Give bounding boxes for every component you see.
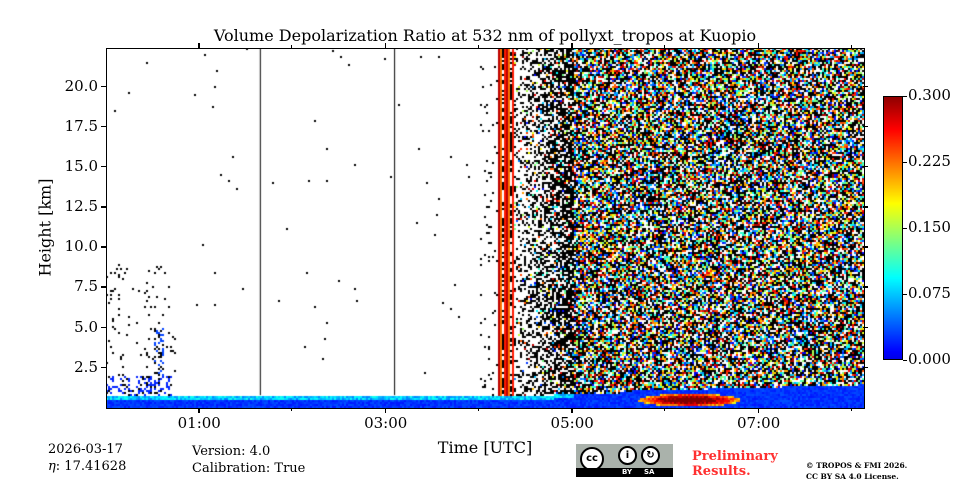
colorbar-tick: [903, 227, 907, 229]
info-right: Version: 4.0 Calibration: True: [192, 443, 305, 477]
y-tick: [101, 125, 106, 128]
y-tick-label: 2.5: [74, 357, 98, 376]
y-axis-title: Height [km]: [35, 178, 55, 277]
chart-title: Volume Depolarization Ratio at 532 nm of…: [213, 26, 757, 45]
date-text: 2026-03-17: [48, 442, 123, 457]
y-tick-label: 5.0: [74, 317, 98, 336]
x-tick: [757, 408, 760, 413]
eta-symbol: η: [48, 459, 56, 474]
colorbar-tick: [903, 359, 907, 361]
y-tick-right: [863, 246, 868, 248]
y-tick-right: [863, 326, 868, 329]
y-tick-right: [863, 286, 868, 288]
sa-label: SA: [644, 468, 655, 476]
sa-share-alike-icon: ↻: [641, 446, 660, 465]
by-label: BY: [622, 468, 633, 476]
y-tick: [101, 326, 106, 329]
x-tick: [198, 408, 200, 413]
x-tick: [571, 408, 573, 413]
colorbar-tick: [903, 293, 907, 295]
copyright-line-1: © TROPOS & FMI 2026.: [806, 461, 908, 470]
y-tick-label: 20.0: [64, 76, 98, 95]
preliminary-line-1: Preliminary: [692, 449, 778, 464]
x-tick-top: [757, 43, 760, 48]
x-minor-tick: [664, 408, 666, 411]
copyright-line-2: CC BY SA 4.0 License.: [806, 472, 899, 481]
y-tick: [101, 286, 106, 288]
x-tick-top: [384, 43, 387, 48]
y-tick-label: 10.0: [64, 237, 98, 256]
x-tick-label: 03:00: [364, 414, 408, 432]
x-tick: [384, 408, 387, 413]
copyright-notice: © TROPOS & FMI 2026. CC BY SA 4.0 Licens…: [806, 460, 907, 482]
y-tick-label: 15.0: [64, 156, 98, 175]
colorbar-tick-label: 0.225: [908, 152, 951, 170]
x-tick-label: 01:00: [177, 414, 221, 432]
heatmap-canvas: [106, 48, 864, 408]
y-tick-right: [863, 206, 868, 208]
y-tick-label: 17.5: [64, 116, 98, 135]
x-tick-top: [571, 43, 573, 48]
y-tick-right: [863, 125, 868, 128]
eta-value: : 17.41628: [55, 459, 127, 474]
x-minor-tick-top: [291, 45, 293, 48]
x-minor-tick-top: [664, 45, 666, 48]
y-tick-right: [863, 85, 868, 88]
x-minor-tick: [477, 408, 479, 411]
y-tick-right: [863, 165, 868, 168]
x-tick-label: 05:00: [550, 414, 594, 432]
colorbar: [883, 96, 903, 360]
x-minor-tick-top: [850, 45, 852, 48]
x-minor-tick: [291, 408, 293, 411]
info-left: 2026-03-17 η: 17.41628: [48, 441, 126, 475]
colorbar-tick-label: 0.150: [908, 218, 951, 236]
y-tick: [101, 165, 106, 168]
x-tick-label: 07:00: [737, 414, 781, 432]
y-tick: [101, 85, 106, 88]
version-text: Version: 4.0: [192, 444, 271, 459]
y-tick-right: [863, 366, 868, 369]
x-minor-tick: [850, 408, 852, 411]
colorbar-tick: [903, 161, 907, 163]
cc-bar: BY SA: [576, 468, 673, 477]
y-tick: [101, 246, 106, 248]
calibration-text: Calibration: True: [192, 461, 306, 476]
x-tick-top: [198, 43, 200, 48]
preliminary-notice: Preliminary Results.: [692, 449, 778, 479]
colorbar-tick-label: 0.075: [908, 284, 951, 302]
eta-text: η: 17.41628: [48, 458, 126, 475]
x-minor-tick-top: [477, 45, 479, 48]
colorbar-tick-label: 0.000: [908, 350, 951, 368]
y-tick-label: 7.5: [74, 277, 98, 296]
y-tick: [101, 366, 106, 369]
colorbar-tick-label: 0.300: [908, 86, 951, 104]
preliminary-line-2: Results.: [692, 464, 751, 479]
colorbar-tick: [903, 95, 907, 97]
y-tick-label: 12.5: [64, 197, 98, 216]
cc-license-logo: cc i ↻ BY SA: [576, 444, 673, 477]
y-tick: [101, 206, 106, 208]
by-person-icon: i: [618, 446, 637, 465]
x-axis-title: Time [UTC]: [437, 438, 533, 457]
